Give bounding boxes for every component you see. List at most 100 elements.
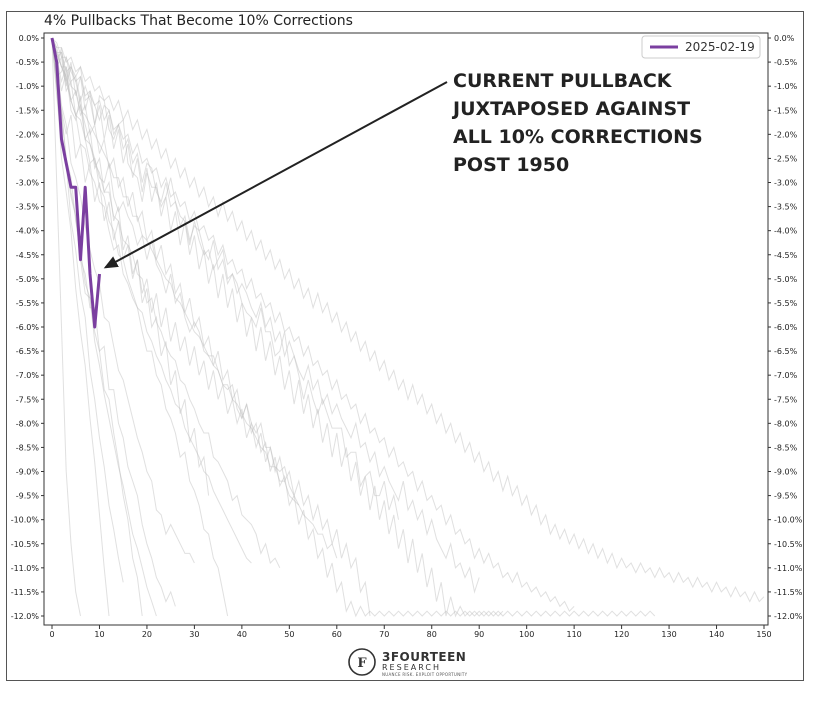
logo-tagline: NUANCE RISK. EXPLOIT OPPORTUNITY (382, 672, 468, 677)
y-tick-label-right: -0.5% (774, 58, 798, 67)
y-tick-label-right: -11.5% (774, 588, 803, 597)
background-series-line (51, 37, 281, 569)
x-tick-label: 90 (474, 630, 484, 639)
y-tick-label-left: -5.0% (16, 275, 40, 284)
y-tick-label-left: -1.0% (16, 82, 40, 91)
y-tick-label-right: -4.0% (774, 227, 798, 236)
x-tick-label: 150 (756, 630, 771, 639)
x-tick-label: 30 (189, 630, 199, 639)
y-tick-label-right: -5.5% (774, 299, 798, 308)
y-tick-label-right: -11.0% (774, 564, 803, 573)
x-tick-label: 70 (379, 630, 389, 639)
y-tick-label-right: -3.0% (774, 179, 798, 188)
y-tick-label-right: -2.5% (774, 154, 798, 163)
background-series-line (51, 37, 371, 617)
y-tick-label-left: -5.5% (16, 299, 40, 308)
logo-name: 3FOURTEEN (382, 650, 466, 664)
y-tick-label-right: -9.5% (774, 492, 798, 501)
background-series-line (51, 37, 176, 607)
annotation-line-2: JUXTAPOSED AGAINST (451, 98, 690, 120)
background-series-line (51, 37, 504, 618)
logo: F 3FOURTEEN RESEARCH NUANCE RISK. EXPLOI… (348, 648, 468, 677)
background-series-line (51, 37, 338, 559)
plot-area (43, 32, 769, 626)
y-tick-label-right: -5.0% (774, 275, 798, 284)
y-tick-label-left: -8.5% (16, 443, 40, 452)
y-tick-label-right: -1.5% (774, 106, 798, 115)
y-tick-label-left: -4.5% (16, 251, 40, 260)
y-tick-label-left: -3.0% (16, 179, 40, 188)
background-series-line (51, 37, 252, 564)
y-tick-label-left: -8.0% (16, 419, 40, 428)
annotation-line-1: CURRENT PULLBACK (453, 70, 673, 92)
background-series-line (51, 37, 765, 603)
chart-title: 4% Pullbacks That Become 10% Corrections (44, 13, 353, 29)
highlight-series-group (50, 37, 101, 329)
y-tick-label-right: -10.5% (774, 540, 803, 549)
y-tick-label-right: -9.0% (774, 468, 798, 477)
y-tick-label-right: -7.5% (774, 395, 798, 404)
x-tick-label: 10 (94, 630, 104, 639)
x-tick-label: 120 (614, 630, 629, 639)
y-tick-label-right: -1.0% (774, 82, 798, 91)
y-tick-label-right: -8.5% (774, 443, 798, 452)
x-tick-label: 60 (332, 630, 342, 639)
y-tick-label-right: -8.0% (774, 419, 798, 428)
background-series-line (51, 37, 300, 506)
y-tick-label-left: -0.5% (16, 58, 40, 67)
y-tick-label-left: -9.0% (16, 468, 40, 477)
y-tick-label-left: -6.5% (16, 347, 40, 356)
y-tick-label-left: 0.0% (19, 34, 40, 43)
annotation: CURRENT PULLBACK JUXTAPOSED AGAINST ALL … (103, 70, 703, 269)
y-tick-label-left: -11.0% (11, 564, 40, 573)
y-tick-label-left: -1.5% (16, 106, 40, 115)
annotation-line-3: ALL 10% CORRECTIONS (453, 126, 703, 148)
logo-monogram-icon: F (357, 656, 367, 671)
x-tick-label: 140 (709, 630, 724, 639)
background-series-line (51, 37, 110, 617)
y-tick-label-right: -12.0% (774, 612, 803, 621)
background-series-line (51, 37, 480, 594)
y-tick-label-left: -4.0% (16, 227, 40, 236)
y-tick-label-left: -12.0% (11, 612, 40, 621)
annotation-line-4: POST 1950 (453, 154, 569, 176)
y-tick-label-left: -6.0% (16, 323, 40, 332)
y-tick-label-left: -11.5% (11, 588, 40, 597)
x-axis: 0 10 20 30 40 50 60 70 80 90 100 110 120 130 140 150 (49, 625, 772, 639)
y-tick-label-right: 0.0% (774, 34, 795, 43)
y-tick-label-left: -2.0% (16, 130, 40, 139)
x-tick-label: 20 (142, 630, 152, 639)
x-tick-label: 50 (284, 630, 294, 639)
y-tick-label-left: -9.5% (16, 492, 40, 501)
legend-box (641, 35, 761, 59)
x-tick-label: 100 (519, 630, 534, 639)
background-series-line (51, 37, 157, 617)
y-tick-label-right: -7.0% (774, 371, 798, 380)
y-tick-label-left: -2.5% (16, 154, 40, 163)
annotation-arrow (103, 81, 448, 269)
logo-circle-icon (348, 648, 376, 676)
y-axis-left: 0.0% -0.5% -1.0% -1.5% -2.0% -2.5% -3.0% -3.5% -… (11, 34, 44, 621)
y-tick-label-left: -7.0% (16, 371, 40, 380)
background-series-line (51, 37, 81, 617)
y-tick-label-right: -3.5% (774, 203, 798, 212)
y-tick-label-left: -10.5% (11, 540, 40, 549)
background-series-line (51, 37, 195, 564)
y-tick-label-right: -10.0% (774, 516, 803, 525)
x-tick-label: 40 (237, 630, 247, 639)
x-tick-label: 80 (427, 630, 437, 639)
background-series-line (51, 37, 399, 520)
x-tick-label: 0 (49, 630, 54, 639)
x-tick-label: 130 (661, 630, 676, 639)
logo-sub: RESEARCH (382, 663, 441, 672)
background-series-line (51, 37, 229, 617)
y-tick-label-left: -7.5% (16, 395, 40, 404)
y-tick-label-right: -6.5% (774, 347, 798, 356)
y-tick-label-right: -6.0% (774, 323, 798, 332)
y-tick-label-left: -3.5% (16, 203, 40, 212)
y-axis-right: 0.0% -0.5% -1.0% -1.5% -2.0% -2.5% -3.0% -3.5% -… (768, 34, 803, 621)
legend: 2025-02-19 (641, 35, 761, 59)
highlight-series-line (50, 37, 101, 329)
background-series-group (51, 37, 765, 618)
